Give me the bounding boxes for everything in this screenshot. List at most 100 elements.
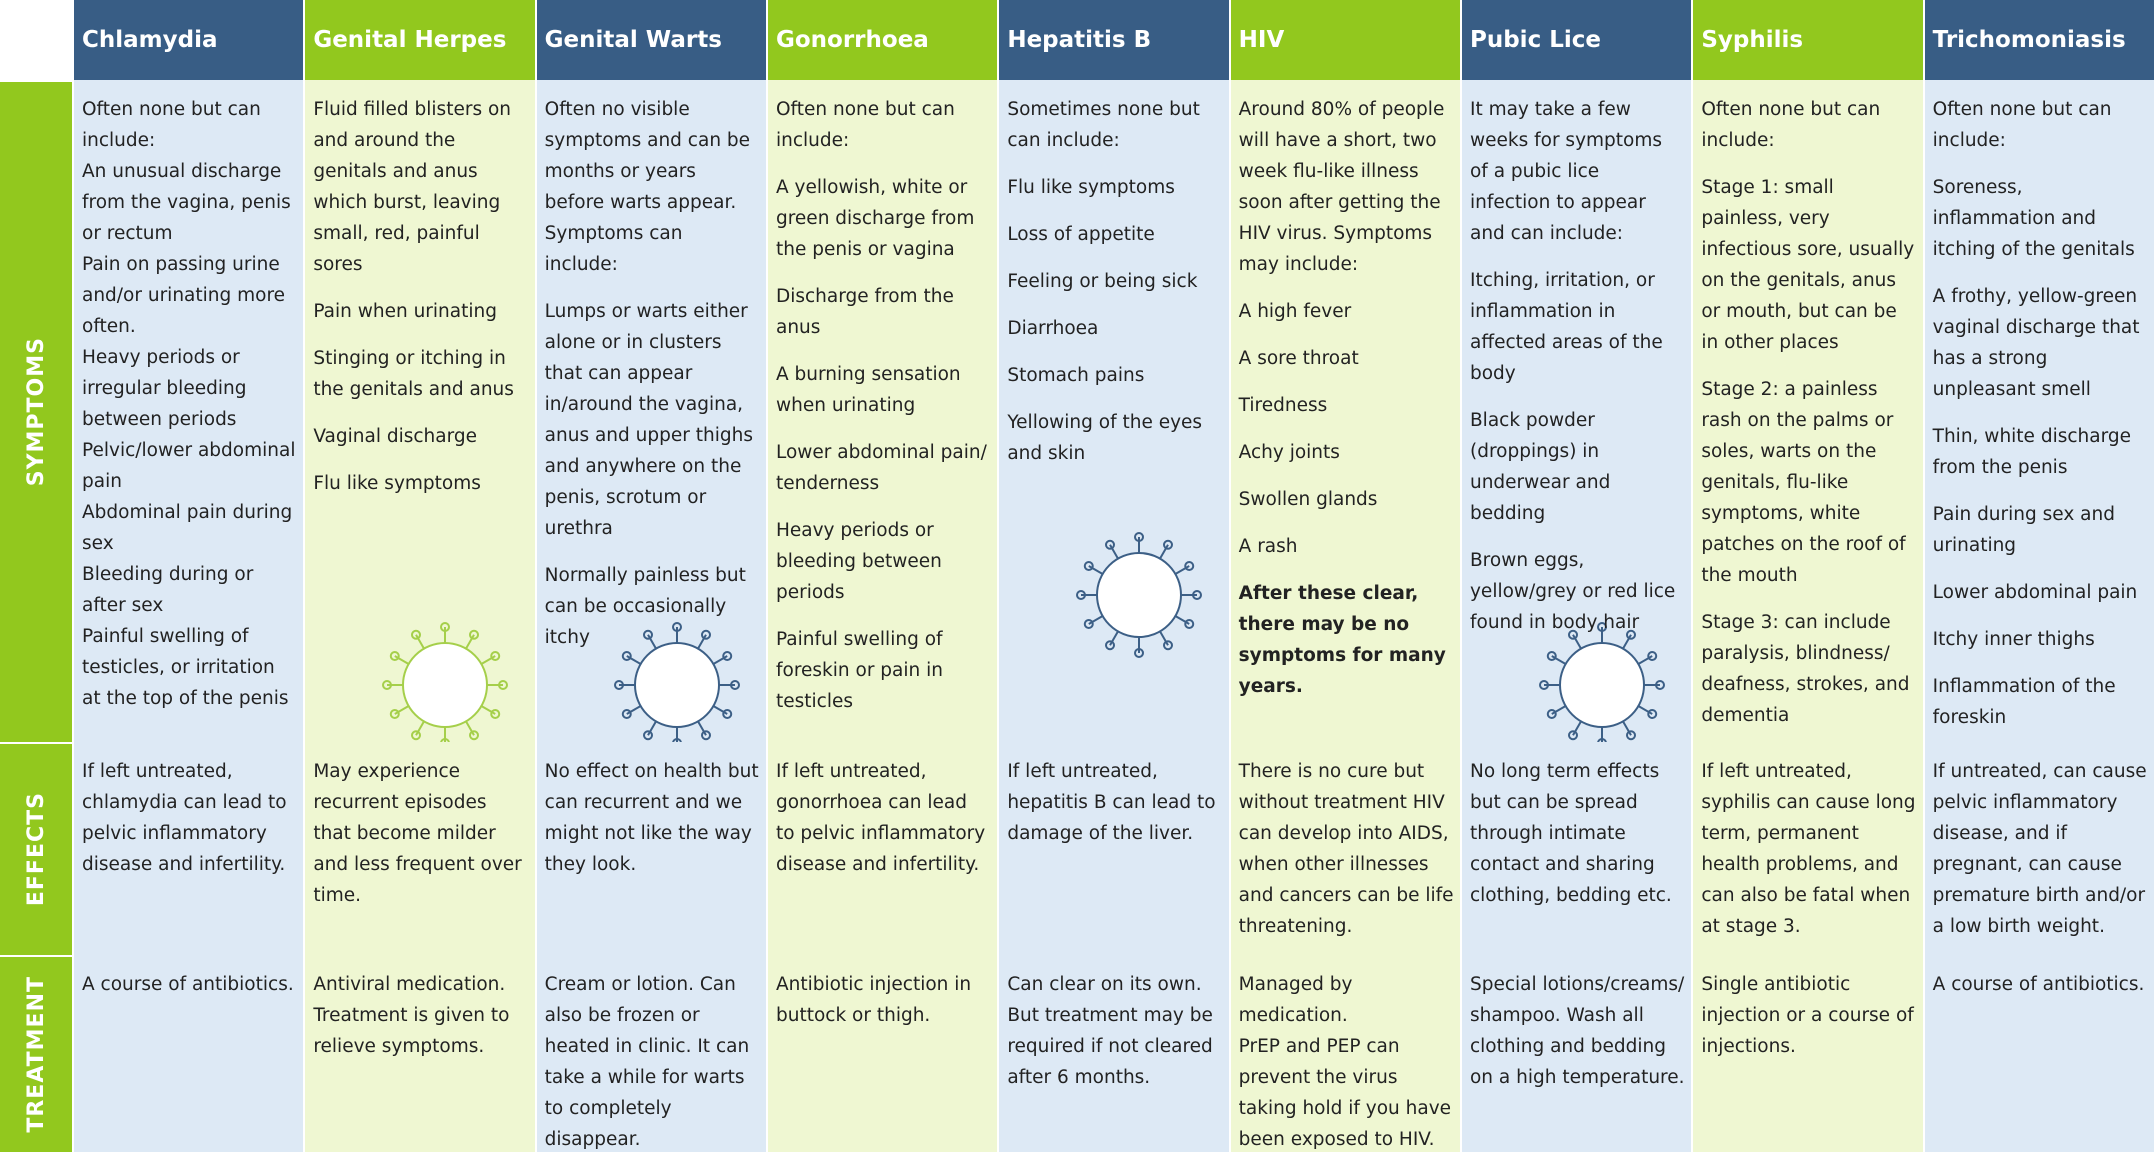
symptoms-text: Painful swelling of testicles, or irrita… xyxy=(82,626,289,709)
effects-cell: If left untreated, hepatitis B can lead … xyxy=(997,742,1229,955)
symptoms-text: Swollen glands xyxy=(1238,489,1378,510)
column-header: Hepatitis B xyxy=(997,0,1229,80)
effects-cell: If untreated, can cause pelvic inflammat… xyxy=(1922,742,2154,955)
symptoms-text: Heavy periods or bleeding between period… xyxy=(775,520,942,603)
effects-cell: If left untreated, chlamydia can lead to… xyxy=(72,742,304,955)
symptoms-text: Feeling or being sick xyxy=(1007,271,1198,292)
treatment-cell: Single antibiotic injection or a course … xyxy=(1691,955,1923,1152)
symptoms-text: Pain on passing urine and/or urinating m… xyxy=(82,254,286,337)
virus-icon xyxy=(382,622,509,742)
symptoms-text: Lumps or warts either alone or in cluste… xyxy=(544,301,753,539)
symptoms-text: Abdominal pain during sex xyxy=(82,502,293,554)
symptoms-text: Stage 2: a painless rash on the palms or… xyxy=(1701,379,1906,586)
effects-text: No long term effects but can be spread t… xyxy=(1469,761,1672,906)
row-label-text: TREATMENT xyxy=(23,976,49,1133)
treatment-text: Managed by medication. xyxy=(1238,974,1353,1026)
symptoms-cell: Often none but can include: A yellowish, … xyxy=(765,80,998,742)
row-label-text: SYMPTOMS xyxy=(23,337,49,487)
column-header: Genital Herpes xyxy=(303,0,535,80)
row-label: EFFECTS xyxy=(0,742,72,955)
effects-cell: If left untreated, syphilis can cause lo… xyxy=(1691,742,1923,955)
symptoms-text: Flu like symptoms xyxy=(313,473,481,494)
symptoms-cell: Often none but can include: Soreness, inf… xyxy=(1922,80,2154,742)
effects-cell: No effect on health but can recurrent an… xyxy=(534,742,766,955)
effects-text: If left untreated, chlamydia can lead to… xyxy=(82,761,287,875)
effects-text: There is no cure but without treatment H… xyxy=(1238,761,1454,937)
symptoms-cell: Often none but can include: Stage 1: smal… xyxy=(1691,80,1923,742)
symptoms-text: Vaginal discharge xyxy=(313,426,478,447)
treatment-cell: Managed by medication. PrEP and PEP can p… xyxy=(1228,955,1460,1152)
symptoms-cell: Fluid filled blisters on and around the … xyxy=(303,80,535,742)
symptoms-text: Stomach pains xyxy=(1007,365,1145,386)
virus-icon xyxy=(613,622,740,742)
treatment-text: Single antibiotic injection or a course … xyxy=(1701,974,1914,1057)
symptoms-text: Normally painless but can be occasionall… xyxy=(544,565,746,648)
symptoms-text: Sometimes none but can include: xyxy=(1007,99,1200,151)
effects-cell: If left untreated, gonorrhoea can lead t… xyxy=(765,742,998,955)
symptoms-text: A burning sensation when urinating xyxy=(775,364,961,416)
treatment-text: PrEP and PEP can prevent the virus takin… xyxy=(1238,1036,1452,1150)
symptoms-text: Achy joints xyxy=(1238,442,1340,463)
virus-icon xyxy=(1538,622,1665,742)
treatment-text: Antiviral medication. Treatment is given… xyxy=(313,974,510,1057)
symptoms-text: It may take a few weeks for symptoms of … xyxy=(1469,99,1663,244)
symptoms-cell: Sometimes none but can include: Flu like … xyxy=(997,80,1229,742)
symptoms-cell: Often no visible symptoms and can be mon… xyxy=(534,80,766,742)
row-label: SYMPTOMS xyxy=(0,80,72,742)
treatment-text: Special lotions/creams/ shampoo. Wash al… xyxy=(1469,974,1685,1088)
symptoms-text: Pain during sex and urinating xyxy=(1932,504,2115,556)
treatment-cell: A course of antibiotics. xyxy=(72,955,304,1152)
column-header: Trichomoniasis xyxy=(1922,0,2154,80)
treatment-text: A course of antibiotics. xyxy=(1932,974,2145,995)
symptoms-text: A frothy, yellow-green vaginal discharge… xyxy=(1932,286,2140,400)
corner xyxy=(0,0,72,80)
treatment-text: A course of antibiotics. xyxy=(82,974,294,995)
treatment-cell: Can clear on its own. But treatment may … xyxy=(997,955,1229,1152)
symptoms-text: Stage 1: small painless, very infectious… xyxy=(1701,177,1915,353)
symptoms-text: Pelvic/lower abdominal pain xyxy=(82,440,296,492)
row-label: TREATMENT xyxy=(0,955,72,1152)
column-header: Pubic Lice xyxy=(1459,0,1692,80)
treatment-cell: Antiviral medication. Treatment is given… xyxy=(303,955,535,1152)
symptoms-text: Often none but can include: xyxy=(775,99,955,151)
symptoms-text: Black powder (droppings) in underwear an… xyxy=(1469,410,1611,524)
treatment-text: Can clear on its own. But treatment may … xyxy=(1007,974,1213,1088)
column-header: Genital Warts xyxy=(534,0,766,80)
symptoms-text: Soreness, inflammation and itching of th… xyxy=(1932,177,2135,260)
symptoms-text: Loss of appetite xyxy=(1007,224,1155,245)
symptoms-text: Lower abdominal pain/ tenderness xyxy=(775,442,987,494)
symptoms-text: Inflammation of the foreskin xyxy=(1932,676,2116,728)
symptoms-text: Brown eggs, yellow/grey or red lice foun… xyxy=(1469,550,1676,633)
column-header: Gonorrhoea xyxy=(765,0,998,80)
symptoms-text: Itching, irritation, or inflammation in … xyxy=(1469,270,1663,384)
symptoms-text: Pain when urinating xyxy=(313,301,497,322)
symptoms-text: Discharge from the anus xyxy=(775,286,954,338)
symptoms-text: Stage 3: can include paralysis, blindnes… xyxy=(1701,612,1910,726)
symptoms-text: Itchy inner thighs xyxy=(1932,629,2095,650)
effects-text: If untreated, can cause pelvic inflammat… xyxy=(1932,761,2147,937)
treatment-text: Cream or lotion. Can also be frozen or h… xyxy=(544,974,750,1150)
symptoms-text: Bleeding during or after sex xyxy=(82,564,254,616)
treatment-text: Antibiotic injection in buttock or thigh… xyxy=(775,974,972,1026)
column-header: HIV xyxy=(1228,0,1460,80)
symptoms-text: Heavy periods or irregular bleeding betw… xyxy=(82,347,247,430)
symptoms-text: An unusual discharge from the vagina, pe… xyxy=(82,161,291,244)
symptoms-text: Painful swelling of foreskin or pain in … xyxy=(775,629,943,712)
symptoms-text: Lower abdominal pain xyxy=(1932,582,2138,603)
symptoms-text: Stinging or itching in the genitals and … xyxy=(313,348,514,400)
effects-text: If left untreated, hepatitis B can lead … xyxy=(1007,761,1216,844)
symptoms-text: Often no visible symptoms and can be mon… xyxy=(544,99,751,275)
column-header: Chlamydia xyxy=(72,0,304,80)
treatment-cell: Antibiotic injection in buttock or thigh… xyxy=(765,955,998,1152)
symptoms-cell: Around 80% of people will have a short, … xyxy=(1228,80,1460,742)
effects-text: If left untreated, gonorrhoea can lead t… xyxy=(775,761,986,875)
symptoms-text: A yellowish, white or green discharge fr… xyxy=(775,177,975,260)
column-header: Syphilis xyxy=(1691,0,1923,80)
symptoms-text: Often none but can include: xyxy=(1932,99,2112,151)
effects-text: May experience recurrent episodes that b… xyxy=(313,761,522,906)
effects-cell: There is no cure but without treatment H… xyxy=(1228,742,1460,955)
symptoms-text: A high fever xyxy=(1238,301,1352,322)
symptoms-text: A sore throat xyxy=(1238,348,1359,369)
